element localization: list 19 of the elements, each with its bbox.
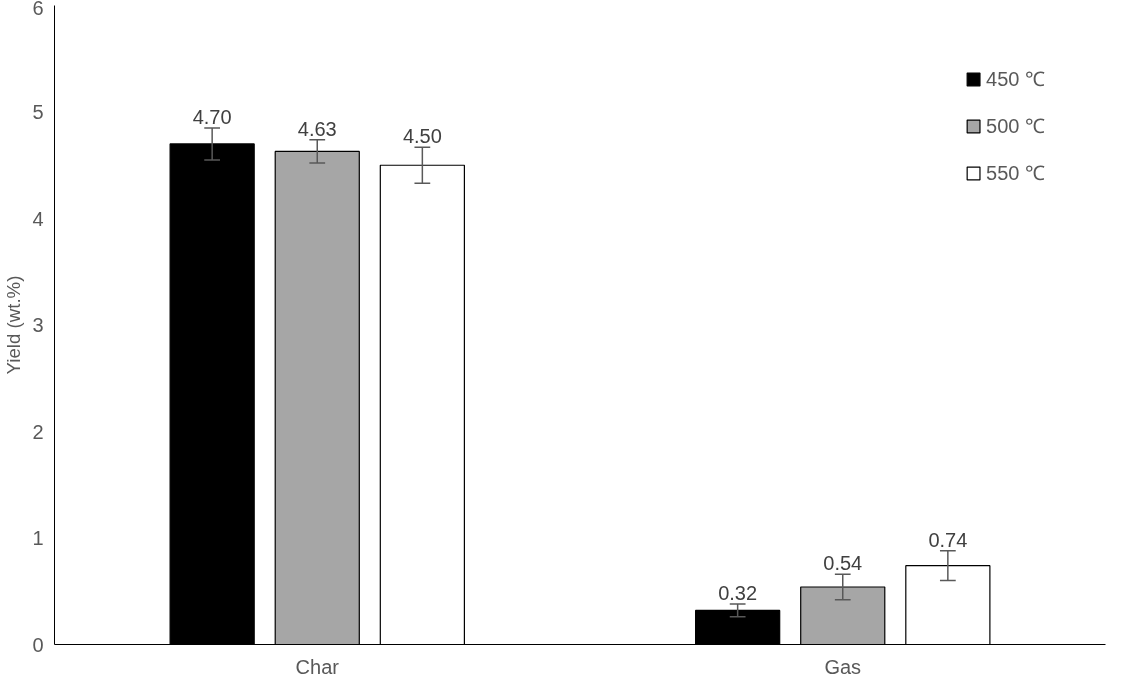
legend-label: 500 ℃ <box>986 114 1045 139</box>
y-axis-title: Yield (wt.%) <box>3 275 25 375</box>
data-label: 0.54 <box>823 552 863 575</box>
data-label: 0.32 <box>718 582 758 605</box>
y-tick-label: 5 <box>32 101 44 123</box>
x-tick-label: Char <box>295 655 340 678</box>
y-tick-label: 0 <box>32 633 44 656</box>
y-tick-label: 2 <box>32 420 44 443</box>
y-tick-label: 3 <box>32 314 44 336</box>
x-tick-label: Gas <box>824 655 862 678</box>
data-label: 4.63 <box>297 117 337 140</box>
legend-label: 550 ℃ <box>986 161 1045 186</box>
data-label: 0.74 <box>928 528 968 551</box>
y-tick-label: 4 <box>32 207 44 230</box>
legend-label: 450 ℃ <box>986 67 1045 92</box>
y-tick-label: 1 <box>32 527 44 549</box>
data-label: 4.50 <box>402 125 442 148</box>
data-label: 4.70 <box>192 105 232 128</box>
y-tick-label: 6 <box>32 0 44 19</box>
